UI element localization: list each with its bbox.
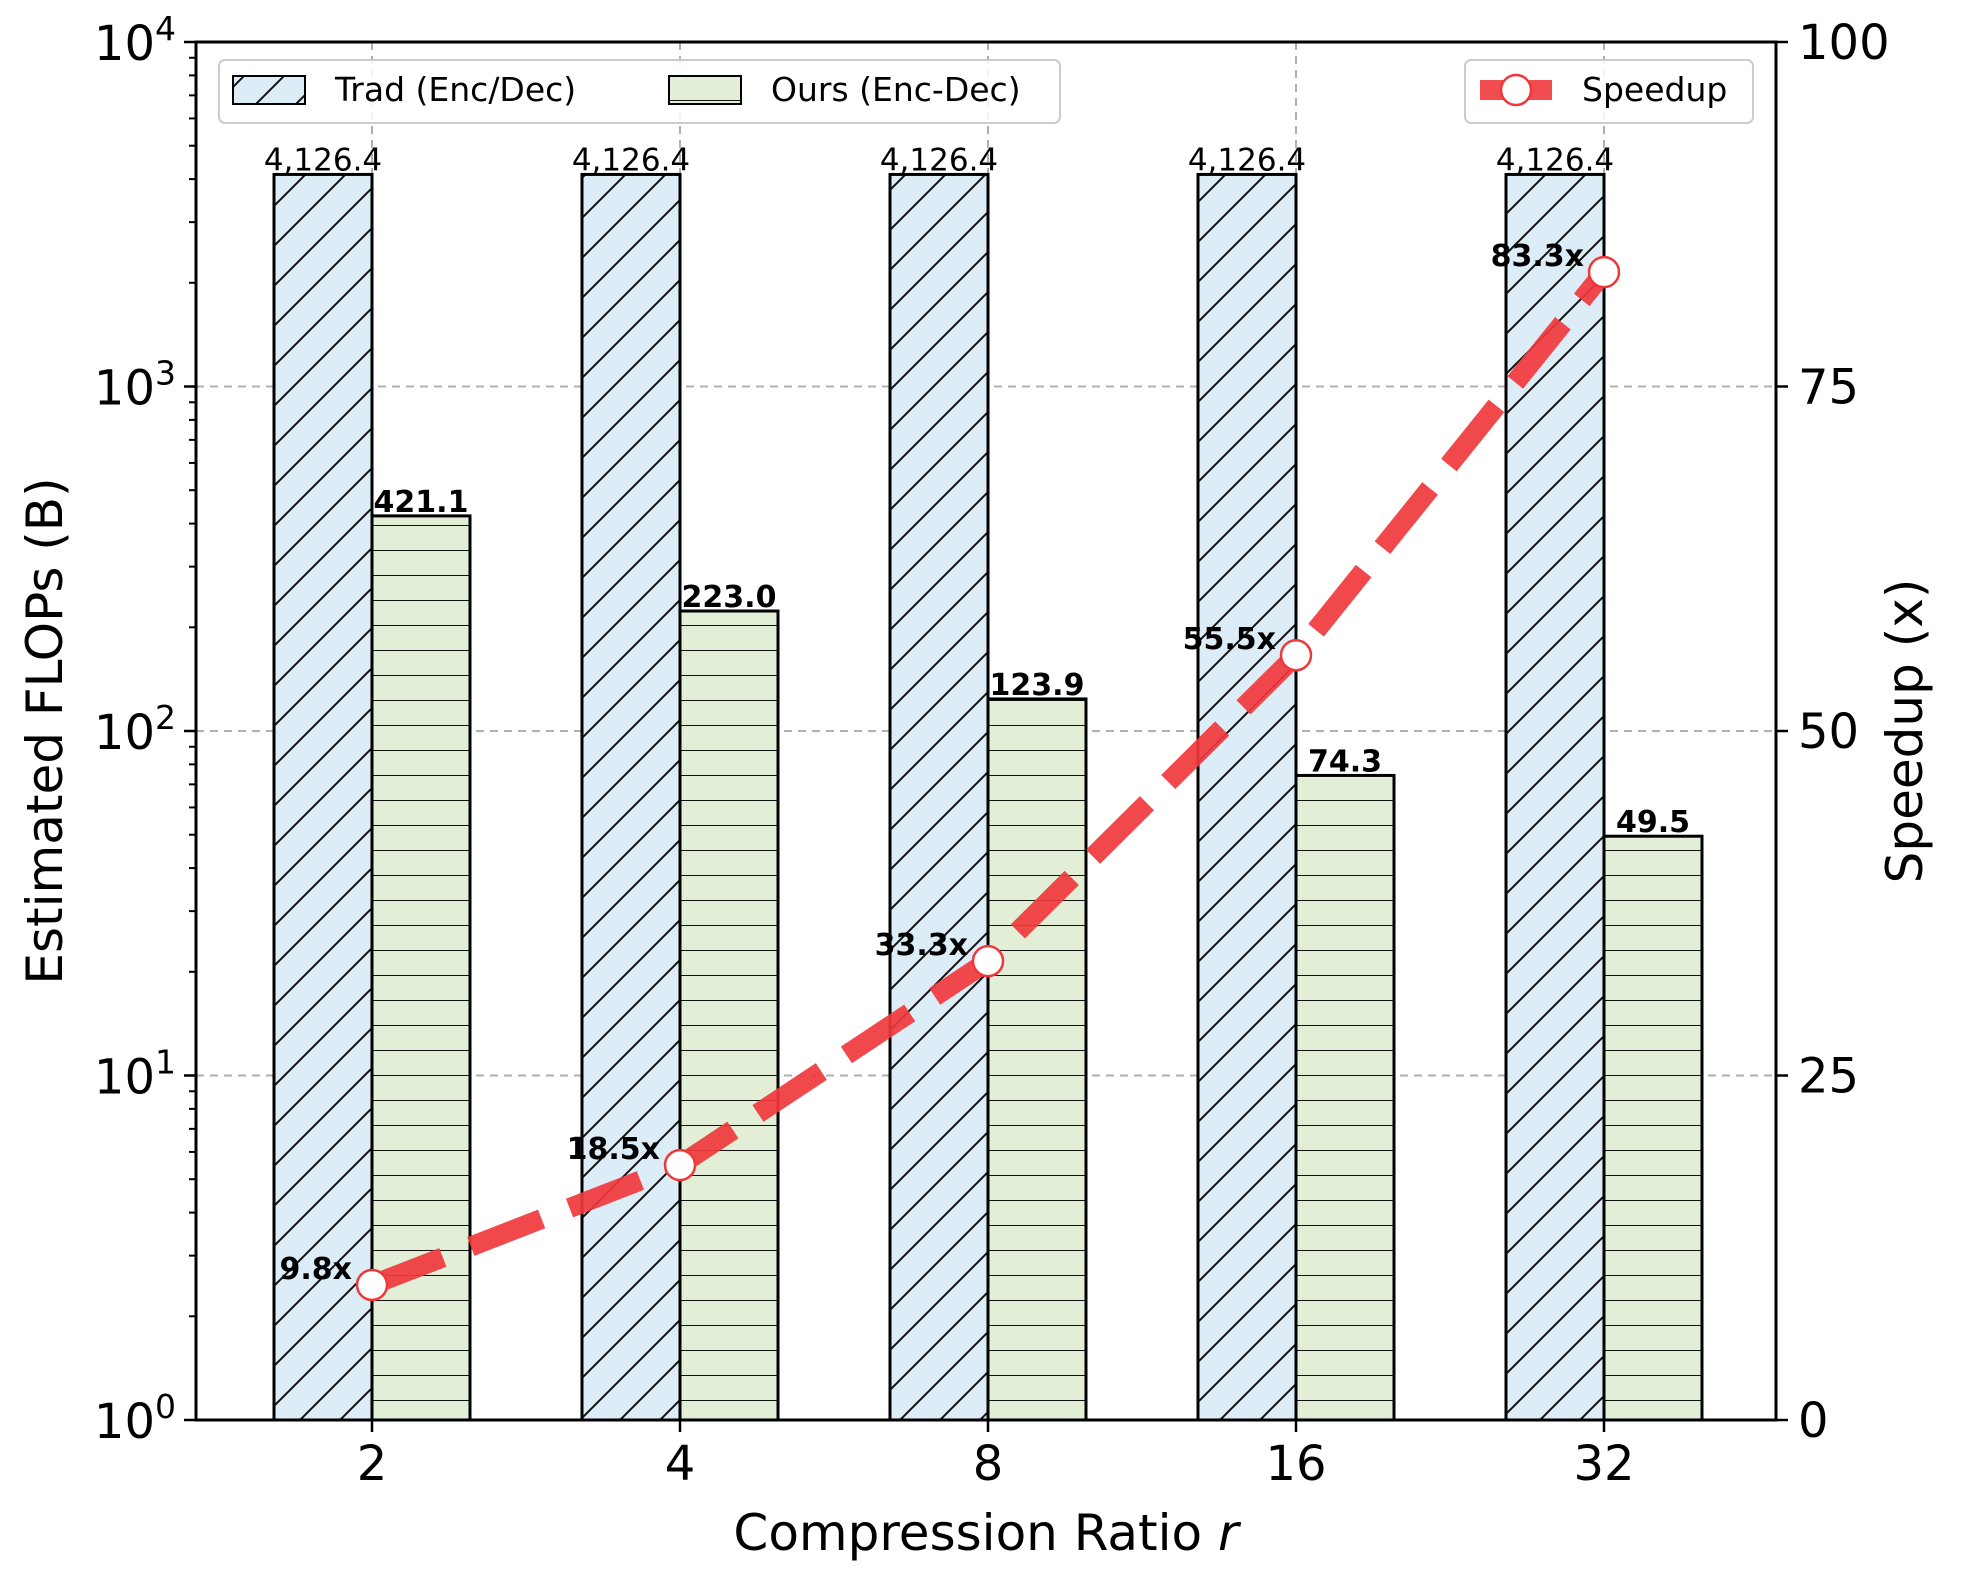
- speedup-marker-2: [971, 944, 1005, 978]
- y-right-tick-label-3: 75: [1798, 360, 1859, 416]
- bar-ours-3: [1294, 773, 1396, 1422]
- y-left-tick-label-2: 102: [94, 698, 176, 761]
- bar-label-ours-4: 49.5: [1616, 805, 1690, 840]
- speedup-marker-0: [355, 1268, 389, 1302]
- bar-ours-1: [678, 609, 780, 1422]
- x-tick-label-4: 32: [1573, 1436, 1634, 1492]
- y-right-tick-label-0: 0: [1798, 1393, 1829, 1449]
- x-tick-label-0: 2: [357, 1436, 388, 1492]
- axes: 100 101 102 103 104 0 25 50 75 100 2 4 8 16 32: [94, 9, 1890, 1492]
- bar-label-trad-3: 4,126.4: [1188, 142, 1306, 178]
- y-right-tick-label-1: 25: [1798, 1049, 1859, 1105]
- legend-left: Trad (Enc/Dec) Ours (Enc-Dec): [218, 59, 1061, 124]
- legend-swatch-speedup-marker: [1499, 73, 1533, 107]
- legend-label-ours: Ours (Enc-Dec): [771, 70, 1021, 109]
- bar-trad-3: [1196, 172, 1298, 1422]
- y-left-tick-label-4: 104: [94, 9, 176, 72]
- legend-label-trad: Trad (Enc/Dec): [334, 70, 576, 109]
- y-right-tick-label-2: 50: [1798, 704, 1859, 760]
- x-tick-label-2: 8: [973, 1436, 1004, 1492]
- legend-right-frame: [1464, 59, 1754, 124]
- speedup-label-3: 55.5x: [1183, 622, 1276, 657]
- y-axis-right-title: Speedup (x): [1876, 579, 1934, 884]
- bar-label-ours-3: 74.3: [1308, 744, 1382, 779]
- bar-ours-4: [1602, 834, 1704, 1422]
- y-left-tick-label-1: 101: [94, 1043, 176, 1106]
- x-axis-title-symbol: r: [1218, 1504, 1242, 1562]
- legend-swatch-trad: [232, 75, 306, 105]
- speedup-label-1: 18.5x: [567, 1132, 660, 1167]
- bar-label-ours-1: 223.0: [682, 580, 777, 615]
- x-axis-title: Compression Ratio r: [733, 1504, 1242, 1562]
- bar-trad-1: [580, 172, 682, 1422]
- bar-label-trad-0: 4,126.4: [264, 142, 382, 178]
- speedup-label-0: 9.8x: [280, 1252, 353, 1287]
- legend-swatch-ours: [668, 75, 742, 105]
- speedup-marker-1: [663, 1148, 697, 1182]
- bar-label-ours-2: 123.9: [990, 668, 1085, 703]
- legend-right: Speedup: [1464, 59, 1754, 124]
- bar-trad-2: [888, 172, 990, 1422]
- speedup-label-2: 33.3x: [875, 928, 968, 963]
- speedup-marker-3: [1279, 638, 1313, 672]
- y-left-tick-label-0: 100: [94, 1387, 176, 1450]
- bar-ours-2: [986, 697, 1088, 1422]
- x-tick-label-3: 16: [1265, 1436, 1326, 1492]
- speedup-label-4: 83.3x: [1491, 239, 1584, 274]
- bar-label-ours-0: 421.1: [374, 485, 469, 520]
- speedup-marker-4: [1587, 255, 1621, 289]
- legend-left-frame: [218, 59, 1061, 124]
- data-labels: 4,126.4 4,126.4 4,126.4 4,126.4 4,126.4 421.1…: [264, 142, 1690, 1302]
- bar-label-trad-4: 4,126.4: [1496, 142, 1614, 178]
- y-axis-left-title: Estimated FLOPs (B): [16, 477, 74, 984]
- bar-trad-0: [272, 172, 374, 1422]
- y-right-tick-label-4: 100: [1798, 15, 1890, 71]
- legend-label-speedup: Speedup: [1582, 70, 1727, 109]
- bar-label-trad-1: 4,126.4: [572, 142, 690, 178]
- bar-label-trad-2: 4,126.4: [880, 142, 998, 178]
- x-axis-title-text: Compression Ratio: [733, 1504, 1202, 1562]
- x-tick-label-1: 4: [665, 1436, 696, 1492]
- y-left-tick-label-3: 103: [94, 354, 176, 417]
